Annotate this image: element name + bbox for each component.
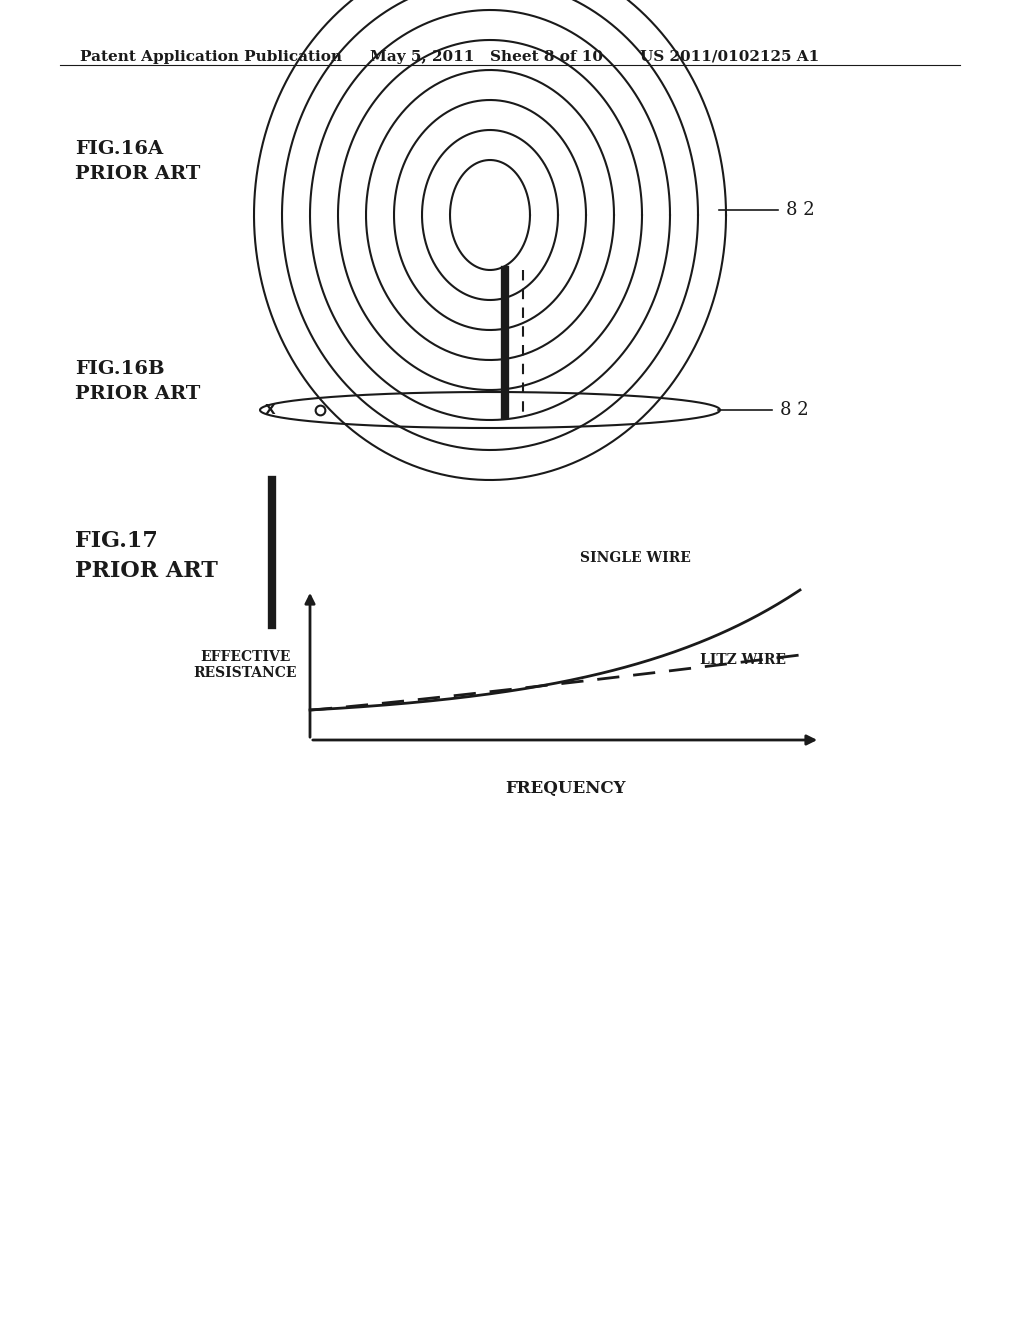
Text: PRIOR ART: PRIOR ART: [75, 560, 218, 582]
Text: FIG.16A: FIG.16A: [75, 140, 163, 158]
Text: FIG.17: FIG.17: [75, 531, 158, 552]
Text: 8 2: 8 2: [780, 401, 809, 418]
Text: May 5, 2011: May 5, 2011: [370, 50, 474, 63]
Text: FIG.16B: FIG.16B: [75, 360, 165, 378]
Text: Patent Application Publication: Patent Application Publication: [80, 50, 342, 63]
Text: 8 2: 8 2: [786, 201, 815, 219]
Text: Sheet 8 of 10: Sheet 8 of 10: [490, 50, 603, 63]
Text: SINGLE WIRE: SINGLE WIRE: [580, 550, 691, 565]
Text: EFFECTIVE
RESISTANCE: EFFECTIVE RESISTANCE: [194, 649, 297, 680]
Text: US 2011/0102125 A1: US 2011/0102125 A1: [640, 50, 819, 63]
Text: LITZ WIRE: LITZ WIRE: [700, 653, 786, 667]
Text: X: X: [264, 403, 275, 417]
Text: PRIOR ART: PRIOR ART: [75, 385, 201, 403]
Text: PRIOR ART: PRIOR ART: [75, 165, 201, 183]
Text: FREQUENCY: FREQUENCY: [505, 780, 626, 797]
